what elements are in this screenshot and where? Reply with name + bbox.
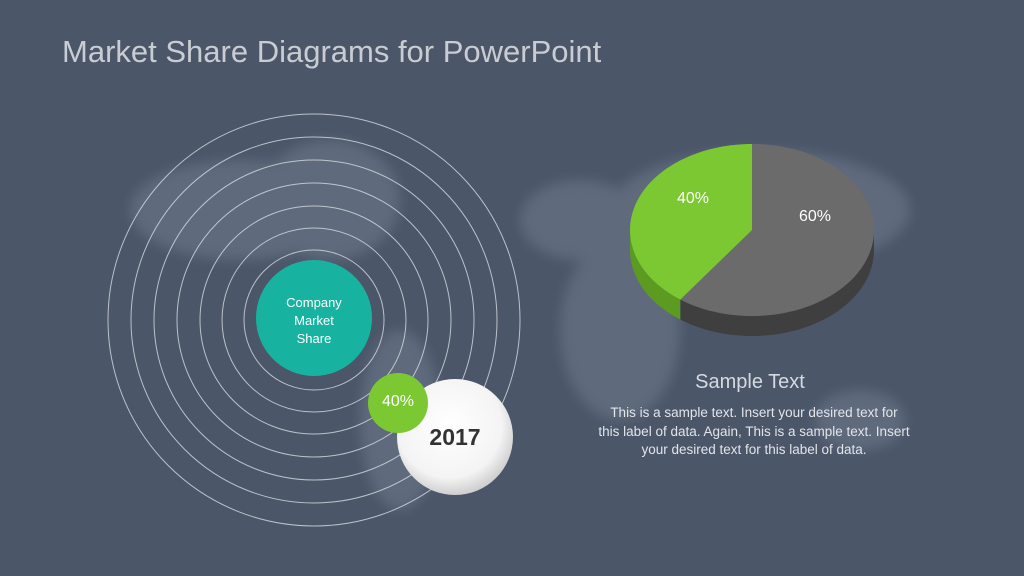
label-line: Company <box>286 295 342 310</box>
pie-label-gray: 60% <box>798 208 832 225</box>
ring <box>243 249 385 391</box>
percent-badge-circle <box>368 373 428 433</box>
sample-body: This is a sample text. Insert your desir… <box>598 405 910 457</box>
ring <box>199 205 429 435</box>
ring <box>153 159 475 481</box>
ring <box>107 113 521 527</box>
pie-chart-3d <box>630 144 874 336</box>
sample-heading: Sample Text <box>695 371 805 393</box>
page-title: Market Share Diagrams for PowerPoint <box>62 34 602 69</box>
company-market-share-label: Company Market Share <box>264 294 364 348</box>
year-label: 2017 <box>429 424 481 450</box>
label-line: Market <box>294 313 334 328</box>
ring <box>130 136 498 504</box>
ring <box>221 227 407 413</box>
pie-label-green: 40% <box>676 190 710 207</box>
pie-slice-gray <box>680 144 874 316</box>
ring <box>176 182 452 458</box>
pie-side <box>630 230 681 320</box>
company-market-share-circle <box>256 260 372 376</box>
concentric-rings <box>107 113 521 527</box>
pie-slice-green <box>630 144 752 300</box>
pie-side <box>680 230 874 336</box>
percent-badge: 40% <box>381 393 415 410</box>
label-line: Share <box>296 331 332 346</box>
